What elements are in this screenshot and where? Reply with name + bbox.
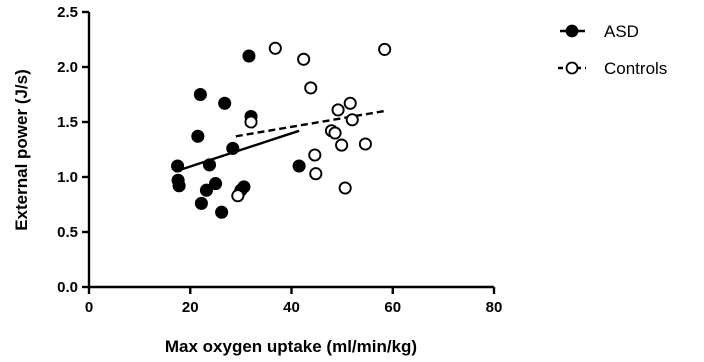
- axes: [87, 12, 494, 289]
- data-point-asd: [242, 49, 256, 63]
- legend-item-controls: Controls: [558, 59, 667, 78]
- data-point-asd: [215, 205, 229, 219]
- legend-marker-asd: [565, 24, 579, 38]
- data-point-controls: [308, 148, 322, 162]
- data-point-controls: [304, 81, 318, 95]
- data-point-asd: [226, 141, 240, 155]
- x-tick-label: 60: [384, 299, 401, 316]
- x-tick-label: 0: [85, 299, 93, 316]
- data-point-controls: [358, 137, 372, 151]
- x-axis-title: Max oxygen uptake (ml/min/kg): [165, 337, 417, 356]
- x-tick-label: 80: [486, 299, 503, 316]
- y-tick-label: 1.0: [57, 169, 78, 186]
- data-point-controls: [328, 126, 342, 140]
- data-point-controls: [231, 189, 245, 203]
- data-point-controls: [343, 96, 357, 110]
- x-tick-label: 20: [182, 299, 199, 316]
- y-tick-label: 1.5: [57, 114, 78, 131]
- data-point-controls: [331, 103, 345, 117]
- data-point-asd: [193, 87, 207, 102]
- data-point-asd: [218, 96, 232, 110]
- data-point-asd: [202, 158, 217, 172]
- legend-label-asd: ASD: [604, 22, 639, 41]
- y-axis-title: External power (J/s): [12, 69, 31, 231]
- legend-item-asd: ASD: [560, 22, 639, 41]
- data-point-controls: [335, 138, 349, 152]
- legend-label-controls: Controls: [604, 59, 667, 78]
- data-point-asd: [172, 179, 186, 193]
- legend-marker-controls: [565, 61, 579, 75]
- data-point-controls: [268, 41, 282, 55]
- data-point-controls: [338, 181, 352, 195]
- data-point-controls: [345, 113, 359, 127]
- data-point-controls: [244, 115, 258, 129]
- fit-line-controls: [235, 109, 385, 138]
- data-point-asd: [191, 129, 205, 143]
- data-point-controls: [309, 167, 323, 181]
- x-tick-label: 40: [283, 299, 300, 316]
- data-point-asd: [292, 159, 306, 173]
- data-point-asd: [237, 180, 251, 194]
- legend: ASD Controls: [558, 22, 667, 78]
- data-point-controls: [378, 42, 392, 56]
- data-points: [171, 41, 392, 219]
- data-point-asd: [194, 196, 208, 210]
- data-point-asd: [171, 159, 185, 173]
- ticks: 0 20 40 60 80 0.0 0.5 1.0 1.5 2.0 2.5: [57, 4, 502, 316]
- y-tick-label: 0.0: [57, 279, 78, 296]
- data-point-controls: [297, 52, 311, 66]
- y-tick-label: 2.0: [57, 59, 78, 76]
- y-tick-label: 2.5: [57, 4, 78, 21]
- data-point-asd: [209, 177, 223, 191]
- data-point-asd: [199, 183, 213, 197]
- y-tick-label: 0.5: [57, 224, 78, 241]
